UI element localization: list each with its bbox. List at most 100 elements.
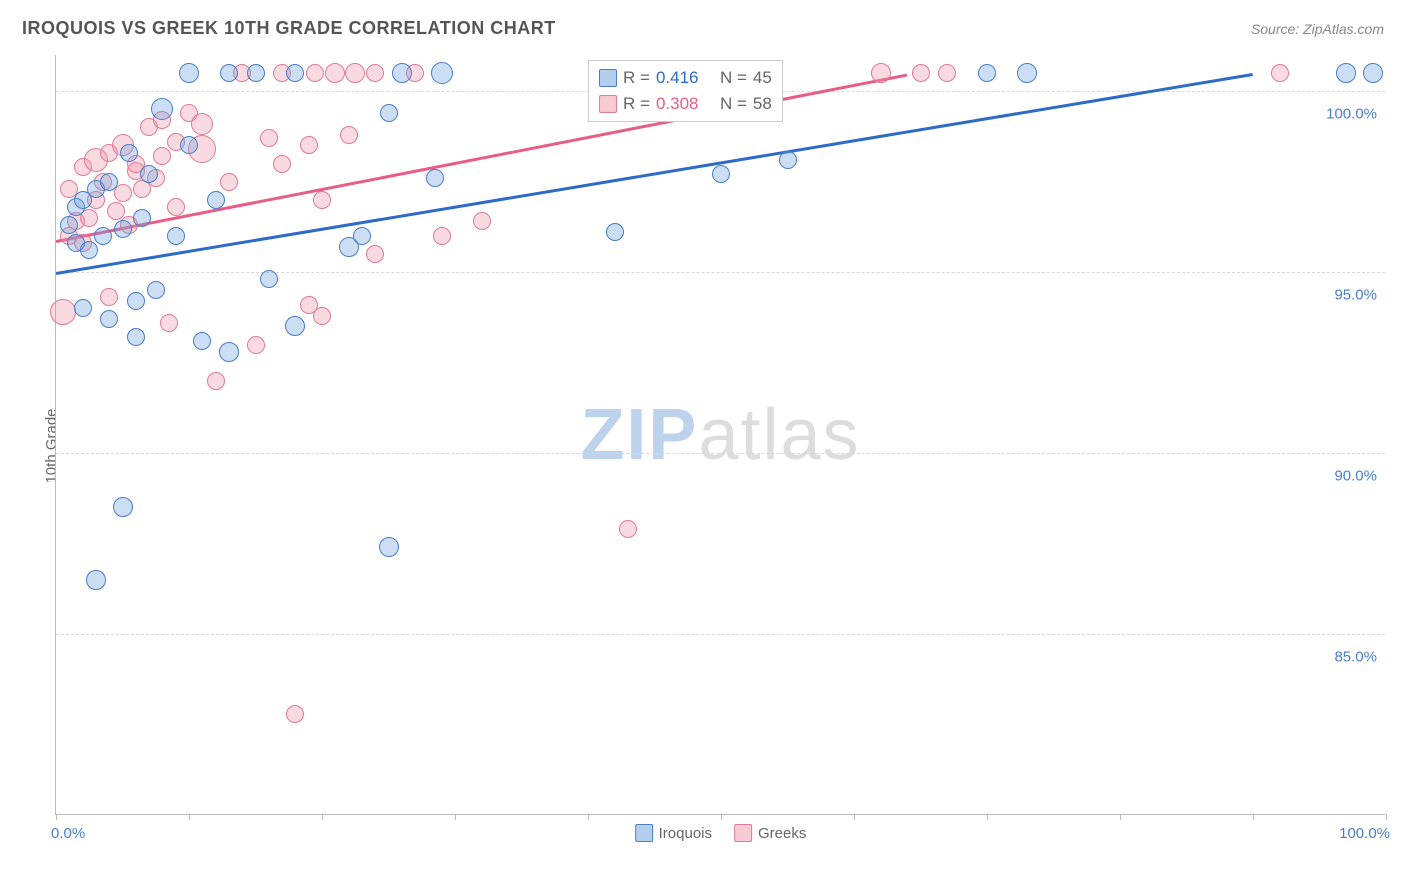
- legend-swatch-blue: [635, 824, 653, 842]
- chart-title: IROQUOIS VS GREEK 10TH GRADE CORRELATION…: [22, 18, 556, 39]
- data-point-blue: [286, 64, 304, 82]
- data-point-pink: [313, 307, 331, 325]
- data-point-pink: [366, 64, 384, 82]
- data-point-blue: [1336, 63, 1356, 83]
- data-point-pink: [191, 113, 213, 135]
- legend-n-value: 45: [753, 68, 772, 88]
- data-point-blue: [147, 281, 165, 299]
- legend-label: Greeks: [758, 825, 806, 842]
- source-name: ZipAtlas.com: [1303, 21, 1384, 37]
- data-point-blue: [120, 144, 138, 162]
- legend-n-label: N =: [720, 68, 747, 88]
- legend-item-pink: Greeks: [734, 824, 806, 842]
- data-point-blue: [1363, 63, 1383, 83]
- data-point-pink: [938, 64, 956, 82]
- plot-area: ZIPatlas 85.0%90.0%95.0%100.0%0.0%100.0%…: [55, 55, 1385, 815]
- gridline: [56, 453, 1385, 454]
- x-tick: [1386, 814, 1387, 820]
- x-tick: [1253, 814, 1254, 820]
- data-point-pink: [313, 191, 331, 209]
- data-point-blue: [60, 216, 78, 234]
- data-point-pink: [340, 126, 358, 144]
- data-point-blue: [114, 220, 132, 238]
- data-point-blue: [140, 165, 158, 183]
- x-min-label: 0.0%: [51, 825, 85, 842]
- y-tick-label: 95.0%: [1334, 287, 1377, 304]
- data-point-blue: [353, 227, 371, 245]
- data-point-blue: [74, 299, 92, 317]
- data-point-blue: [207, 191, 225, 209]
- data-point-blue: [379, 537, 399, 557]
- data-point-blue: [94, 227, 112, 245]
- data-point-blue: [1017, 63, 1037, 83]
- legend-r-label: R =: [623, 68, 650, 88]
- data-point-pink: [286, 705, 304, 723]
- watermark-zip: ZIP: [580, 395, 698, 475]
- x-max-label: 100.0%: [1339, 825, 1390, 842]
- data-point-blue: [86, 570, 106, 590]
- legend-r-value: 0.416: [656, 68, 699, 88]
- data-point-pink: [247, 336, 265, 354]
- legend-swatch-blue: [599, 69, 617, 87]
- data-point-pink: [1271, 64, 1289, 82]
- data-point-pink: [433, 227, 451, 245]
- data-point-pink: [473, 212, 491, 230]
- gridline: [56, 634, 1385, 635]
- x-tick: [721, 814, 722, 820]
- data-point-pink: [366, 245, 384, 263]
- data-point-blue: [219, 342, 239, 362]
- data-point-blue: [100, 310, 118, 328]
- data-point-pink: [619, 520, 637, 538]
- data-point-blue: [606, 223, 624, 241]
- data-point-blue: [133, 209, 151, 227]
- data-point-pink: [260, 129, 278, 147]
- data-point-blue: [392, 63, 412, 83]
- data-point-blue: [426, 169, 444, 187]
- data-point-pink: [167, 198, 185, 216]
- x-tick: [455, 814, 456, 820]
- legend-n-label: N =: [720, 94, 747, 114]
- data-point-blue: [180, 136, 198, 154]
- data-point-blue: [247, 64, 265, 82]
- data-point-pink: [871, 63, 891, 83]
- data-point-blue: [193, 332, 211, 350]
- x-tick: [588, 814, 589, 820]
- data-point-blue: [220, 64, 238, 82]
- watermark-atlas: atlas: [698, 395, 860, 475]
- data-point-pink: [325, 63, 345, 83]
- legend-label: Iroquois: [659, 825, 712, 842]
- data-point-blue: [100, 173, 118, 191]
- data-point-pink: [100, 288, 118, 306]
- gridline: [56, 272, 1385, 273]
- legend-row-blue: R = 0.416 N = 45: [599, 65, 772, 91]
- data-point-blue: [285, 316, 305, 336]
- y-tick-label: 90.0%: [1334, 468, 1377, 485]
- series-legend: Iroquois Greeks: [635, 824, 807, 842]
- source-credit: Source: ZipAtlas.com: [1251, 21, 1384, 37]
- data-point-blue: [260, 270, 278, 288]
- title-bar: IROQUOIS VS GREEK 10TH GRADE CORRELATION…: [22, 18, 1384, 39]
- data-point-pink: [306, 64, 324, 82]
- data-point-pink: [50, 299, 76, 325]
- data-point-blue: [779, 151, 797, 169]
- x-tick: [987, 814, 988, 820]
- data-point-pink: [912, 64, 930, 82]
- data-point-pink: [300, 136, 318, 154]
- y-tick-label: 100.0%: [1326, 106, 1377, 123]
- data-point-blue: [151, 98, 173, 120]
- data-point-pink: [345, 63, 365, 83]
- data-point-pink: [107, 202, 125, 220]
- data-point-blue: [179, 63, 199, 83]
- legend-r-value: 0.308: [656, 94, 699, 114]
- legend-row-pink: R = 0.308 N = 58: [599, 91, 772, 117]
- data-point-blue: [431, 62, 453, 84]
- x-tick: [56, 814, 57, 820]
- legend-swatch-pink: [734, 824, 752, 842]
- data-point-blue: [167, 227, 185, 245]
- data-point-pink: [273, 155, 291, 173]
- x-tick: [322, 814, 323, 820]
- data-point-blue: [380, 104, 398, 122]
- data-point-blue: [712, 165, 730, 183]
- data-point-blue: [127, 292, 145, 310]
- legend-r-label: R =: [623, 94, 650, 114]
